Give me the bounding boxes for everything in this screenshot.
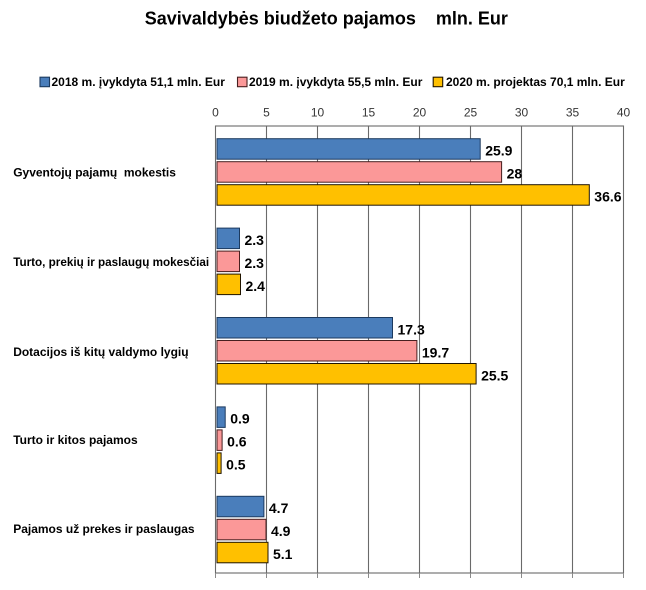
svg-text:0.5: 0.5 bbox=[226, 457, 246, 473]
svg-text:2018 m. įvykdyta 51,1 mln. Eur: 2018 m. įvykdyta 51,1 mln. Eur bbox=[52, 75, 226, 89]
svg-text:20: 20 bbox=[413, 106, 427, 120]
svg-text:5.1: 5.1 bbox=[273, 546, 293, 562]
svg-text:36.6: 36.6 bbox=[594, 189, 621, 205]
svg-text:Savivaldybės biudžeto pajamos: Savivaldybės biudžeto pajamos mln. Eur bbox=[145, 9, 508, 29]
svg-text:Turto ir kitos pajamos: Turto ir kitos pajamos bbox=[13, 433, 138, 447]
svg-text:25.5: 25.5 bbox=[481, 367, 508, 383]
svg-text:2019 m. įvykdyta 55,5 mln. Eur: 2019 m. įvykdyta 55,5 mln. Eur bbox=[249, 75, 423, 89]
svg-text:2020 m. projektas 70,1 mln. Eu: 2020 m. projektas 70,1 mln. Eur bbox=[446, 75, 625, 89]
svg-text:2.3: 2.3 bbox=[245, 232, 265, 248]
svg-text:19.7: 19.7 bbox=[422, 344, 449, 360]
svg-text:17.3: 17.3 bbox=[398, 321, 425, 337]
svg-text:30: 30 bbox=[515, 106, 529, 120]
svg-text:35: 35 bbox=[566, 106, 580, 120]
svg-text:2.3: 2.3 bbox=[245, 255, 265, 271]
svg-text:4.7: 4.7 bbox=[269, 500, 289, 516]
svg-text:Turto, prekių ir paslaugų moke: Turto, prekių ir paslaugų mokesčiai bbox=[13, 256, 209, 269]
svg-text:Dotacijos iš kitų valdymo lygi: Dotacijos iš kitų valdymo lygių bbox=[13, 345, 188, 359]
svg-text:40: 40 bbox=[617, 106, 631, 120]
svg-text:0: 0 bbox=[212, 106, 219, 120]
svg-text:2.4: 2.4 bbox=[246, 278, 266, 294]
svg-text:4.9: 4.9 bbox=[271, 523, 291, 539]
svg-text:15: 15 bbox=[362, 106, 376, 120]
svg-text:Pajamos už prekes ir paslaugas: Pajamos už prekes ir paslaugas bbox=[13, 522, 195, 536]
svg-text:28: 28 bbox=[507, 166, 523, 182]
svg-text:0.9: 0.9 bbox=[230, 411, 250, 427]
svg-text:25.9: 25.9 bbox=[485, 143, 512, 159]
svg-text:0.6: 0.6 bbox=[227, 434, 247, 450]
svg-text:Gyventojų pajamų mokestis: Gyventojų pajamų mokestis bbox=[13, 166, 176, 180]
svg-text:10: 10 bbox=[311, 106, 325, 120]
svg-text:5: 5 bbox=[263, 106, 270, 120]
svg-text:25: 25 bbox=[464, 106, 478, 120]
